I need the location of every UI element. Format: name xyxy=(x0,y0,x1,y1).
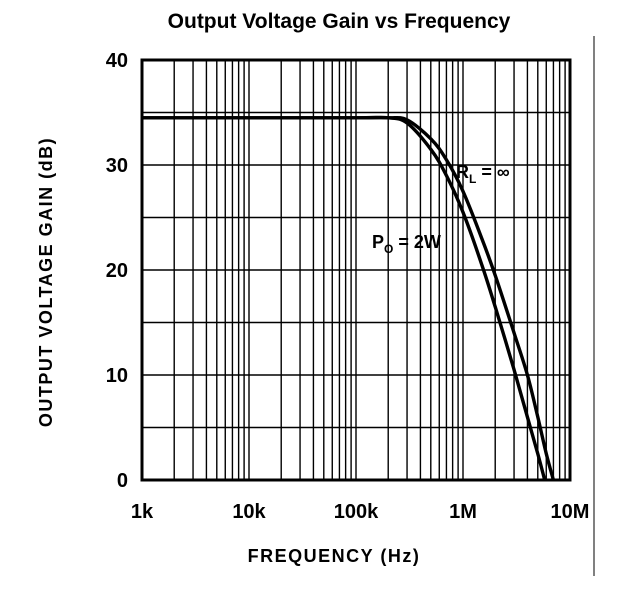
x-tick-label: 10M xyxy=(551,501,590,523)
y-tick-label: 0 xyxy=(117,470,128,492)
plot-frame xyxy=(140,58,572,482)
y-tick-label: 10 xyxy=(106,365,128,387)
y-tick-label: 20 xyxy=(106,260,128,282)
series-curves xyxy=(142,115,556,481)
x-axis-label: FREQUENCY (Hz) xyxy=(248,546,421,566)
x-tick-labels: 1k 10k 100k 1M 10M xyxy=(131,501,590,523)
y-tick-label: 40 xyxy=(106,50,128,72)
x-tick-label: 1M xyxy=(449,501,477,523)
series-label-rl-infinity: RL = ∞ xyxy=(456,162,510,186)
series-line-po-2w xyxy=(142,115,547,481)
x-tick-label: 10k xyxy=(232,501,266,523)
y-tick-labels: 0 10 20 30 40 xyxy=(106,50,128,492)
plot-grid xyxy=(141,59,570,481)
x-tick-label: 100k xyxy=(334,501,379,523)
series-label-po-2w: PO = 2W xyxy=(372,232,441,256)
chart-title: Output Voltage Gain vs Frequency xyxy=(168,10,511,33)
x-tick-label: 1k xyxy=(131,501,154,523)
y-axis-label: OUTPUT VOLTAGE GAIN (dB) xyxy=(36,137,56,427)
y-tick-label: 30 xyxy=(106,155,128,177)
